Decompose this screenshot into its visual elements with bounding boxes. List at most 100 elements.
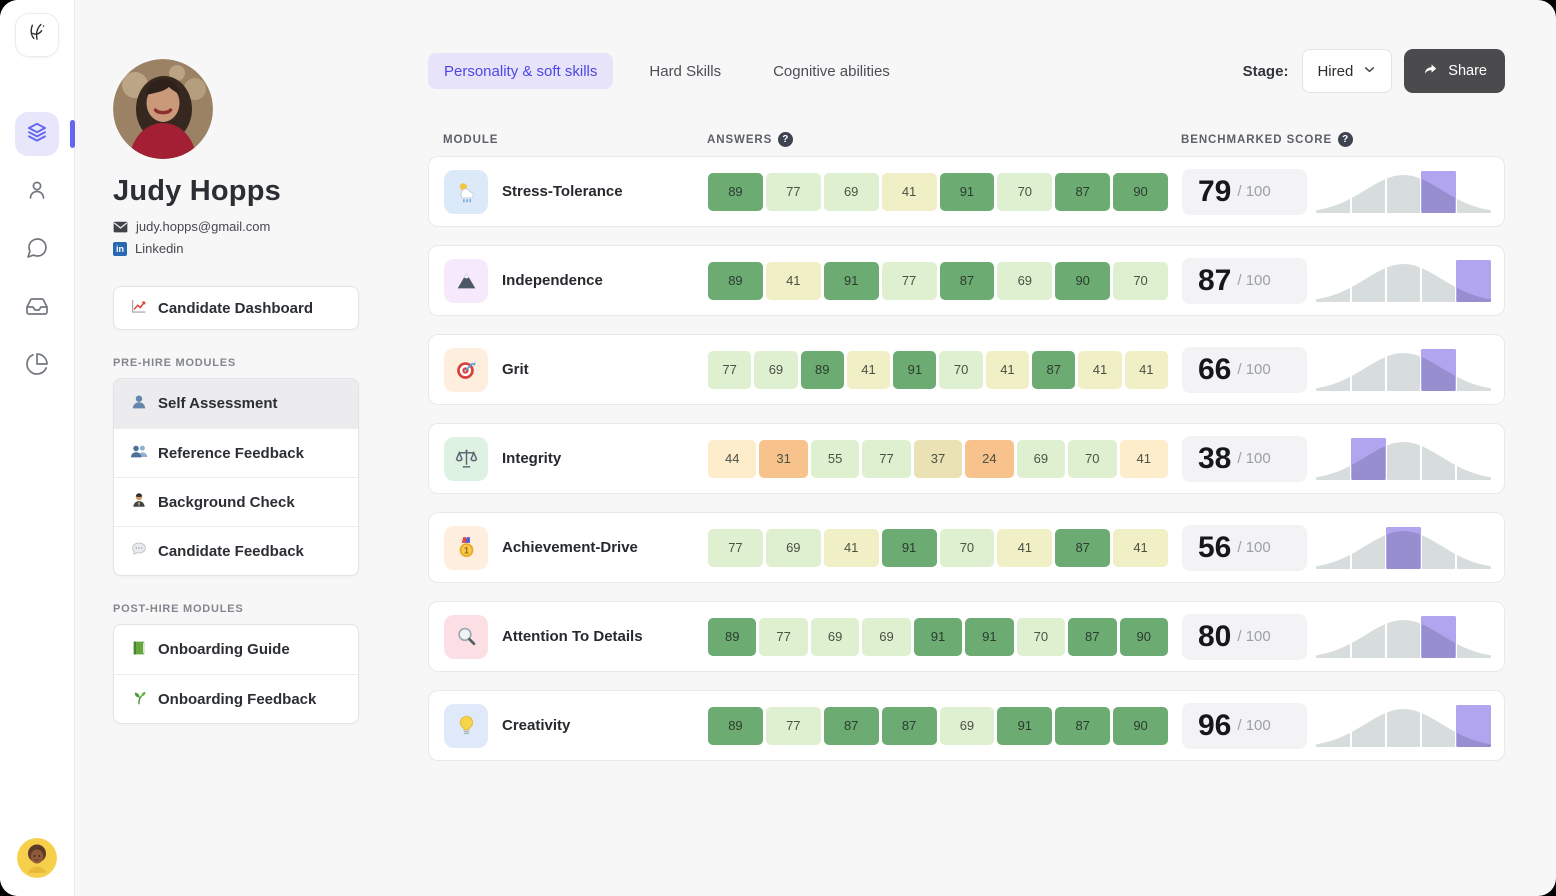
stage-dropdown[interactable]: Hired: [1302, 49, 1393, 93]
answer-chip: 70: [997, 172, 1053, 211]
sidebar-item-onboarding-guide[interactable]: Onboarding Guide: [114, 625, 358, 674]
rail-item-messages[interactable]: [15, 228, 59, 272]
module-cell: Attention To Details: [429, 614, 708, 659]
module-cell: Creativity: [429, 703, 708, 748]
sidebar-item-label: Reference Feedback: [158, 444, 304, 462]
score-cell: 96 / 100: [1168, 702, 1504, 749]
user-icon: [25, 178, 49, 207]
sidebar-item-label: Self Assessment: [158, 395, 278, 412]
tab-hard-skills[interactable]: Hard Skills: [649, 62, 722, 80]
tab-personality-soft-skills[interactable]: Personality & soft skills: [428, 53, 614, 89]
answer-chip: 41: [765, 261, 821, 300]
answer-chip: 90: [1113, 706, 1168, 745]
answer-chip: 89: [708, 706, 763, 745]
answer-chip: 24: [965, 439, 1014, 478]
answer-chip: 69: [810, 617, 860, 656]
rail-item-modules[interactable]: [15, 112, 75, 156]
answers-strip: 44 31 55 77 37 24 69 70 41: [708, 439, 1168, 478]
answer-chip: 41: [1113, 528, 1168, 567]
score-help-icon[interactable]: ?: [1338, 132, 1354, 147]
answer-chip: 87: [1055, 706, 1111, 745]
score-cell: 79 / 100: [1168, 168, 1504, 215]
module-rows: Stress-Tolerance 89 77 69 41 91 70 87 90 79/ 100 I…: [428, 156, 1505, 761]
score-percentile-band: [1421, 348, 1456, 391]
score-suffix: / 100: [1237, 361, 1271, 378]
answer-chip: 87: [1032, 350, 1076, 389]
score-suffix: / 100: [1237, 183, 1271, 200]
answer-chip: 91: [997, 706, 1053, 745]
answer-chip: 77: [881, 261, 937, 300]
share-button[interactable]: Share: [1404, 49, 1505, 93]
answer-chip: 89: [708, 617, 757, 656]
candidate-sidebar: Judy Hopps judy.hopps@gmail.com in Linke…: [75, 0, 428, 896]
module-cell: Integrity: [429, 436, 708, 481]
answer-chip: 77: [759, 617, 808, 656]
bell-curve: [1316, 702, 1491, 747]
avatar-girl-icon: [17, 838, 57, 878]
active-indicator: [70, 120, 75, 148]
score-percentile-band: [1421, 170, 1456, 213]
score-box: 79 / 100: [1182, 168, 1307, 215]
answers-strip: 77 69 41 91 70 41 87 41: [708, 528, 1168, 567]
module-row-integrity: Integrity 44 31 55 77 37 24 69 70 41 38 / 100: [428, 423, 1505, 494]
svg-text:1: 1: [464, 545, 469, 555]
answer-chip: 91: [823, 261, 879, 300]
table-header: MODULE ANSWERS ? BENCHMARKED SCORE ?: [428, 132, 1505, 147]
answer-chip: 77: [862, 439, 911, 478]
answer-chip: 41: [1124, 350, 1168, 389]
score-percentile-band: [1386, 526, 1421, 569]
rail-item-reports[interactable]: [15, 344, 59, 388]
module-row-stress-tolerance: Stress-Tolerance 89 77 69 41 91 70 87 90 79 / 100: [428, 156, 1505, 227]
sidebar-item-background-check[interactable]: Background Check: [114, 477, 358, 526]
answer-chip: 91: [913, 617, 963, 656]
sidebar-item-candidate-feedback[interactable]: Candidate Feedback: [114, 526, 358, 575]
score-percentile-band: [1456, 259, 1491, 302]
score-box: 56 / 100: [1182, 524, 1307, 571]
score-suffix: / 100: [1237, 717, 1271, 734]
bell-curve: [1316, 435, 1491, 480]
column-header-answers: ANSWERS ?: [707, 132, 1167, 147]
answer-chip: 69: [823, 172, 879, 211]
answer-chip: 70: [939, 528, 995, 567]
answer-chip: 89: [800, 350, 844, 389]
score-box: 80 / 100: [1182, 613, 1307, 660]
answer-chip: 77: [708, 350, 752, 389]
module-label: Independence: [502, 272, 603, 289]
score-suffix: / 100: [1237, 539, 1271, 556]
answer-chip: 87: [1068, 617, 1117, 656]
stage-label: Stage:: [1242, 62, 1289, 80]
rail-item-candidates[interactable]: [15, 170, 59, 214]
answer-chip: 41: [1119, 439, 1168, 478]
answers-help-icon[interactable]: ?: [778, 132, 794, 147]
sidebar-item-self-assessment[interactable]: Self Assessment: [114, 379, 358, 428]
scale-icon: [444, 436, 488, 481]
user-avatar[interactable]: [17, 838, 57, 878]
inbox-icon: [25, 294, 49, 323]
module-cell: Independence: [429, 258, 708, 303]
candidate-email: judy.hopps@gmail.com: [136, 219, 271, 234]
sidebar-item-reference-feedback[interactable]: Reference Feedback: [114, 428, 358, 477]
module-row-grit: Grit 77 69 89 41 91 70 41 87 41 41 66/ 100: [428, 334, 1505, 405]
module-cell: 1 Achievement-Drive: [429, 525, 708, 570]
candidate-linkedin-row[interactable]: in Linkedin: [113, 241, 428, 256]
score-value: 96: [1198, 708, 1232, 742]
answer-chip: 90: [1055, 261, 1111, 300]
answer-chip: 69: [939, 706, 995, 745]
sidebar-item-onboarding-feedback[interactable]: Onboarding Feedback: [114, 674, 358, 723]
score-value: 79: [1198, 174, 1232, 208]
sidebar-item-label: Onboarding Feedback: [158, 690, 317, 708]
answer-chip: 91: [893, 350, 937, 389]
candidate-dashboard-button[interactable]: Candidate Dashboard: [113, 286, 359, 330]
answer-chip: 87: [823, 706, 879, 745]
stage-controls: Stage: Hired Share: [1243, 49, 1505, 93]
app-logo[interactable]: [15, 13, 59, 57]
answer-chip: 37: [913, 439, 963, 478]
answer-chip: 87: [881, 706, 937, 745]
score-suffix: / 100: [1237, 272, 1271, 289]
tab-cognitive-abilities[interactable]: Cognitive abilities: [773, 62, 890, 80]
answer-chip: 90: [1113, 172, 1168, 211]
rail-item-inbox[interactable]: [15, 286, 59, 330]
score-box: 66 / 100: [1182, 346, 1307, 393]
score-value: 38: [1198, 441, 1232, 475]
module-label: Achievement-Drive: [502, 539, 638, 556]
